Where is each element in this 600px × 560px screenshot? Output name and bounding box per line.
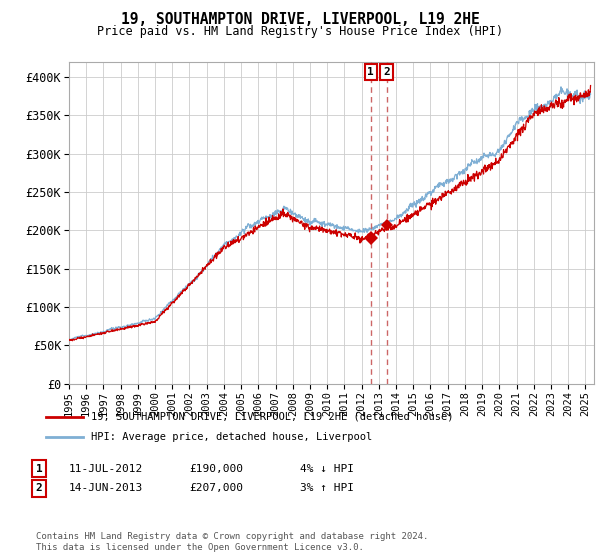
Text: 2: 2 bbox=[383, 67, 390, 77]
Text: Price paid vs. HM Land Registry's House Price Index (HPI): Price paid vs. HM Land Registry's House … bbox=[97, 25, 503, 38]
Text: 1: 1 bbox=[367, 67, 374, 77]
Text: Contains HM Land Registry data © Crown copyright and database right 2024.
This d: Contains HM Land Registry data © Crown c… bbox=[36, 532, 428, 552]
Text: 11-JUL-2012: 11-JUL-2012 bbox=[69, 464, 143, 474]
Text: 19, SOUTHAMPTON DRIVE, LIVERPOOL, L19 2HE (detached house): 19, SOUTHAMPTON DRIVE, LIVERPOOL, L19 2H… bbox=[91, 412, 454, 422]
Text: £190,000: £190,000 bbox=[189, 464, 243, 474]
Text: 19, SOUTHAMPTON DRIVE, LIVERPOOL, L19 2HE: 19, SOUTHAMPTON DRIVE, LIVERPOOL, L19 2H… bbox=[121, 12, 479, 27]
Text: 3% ↑ HPI: 3% ↑ HPI bbox=[300, 483, 354, 493]
Text: 1: 1 bbox=[35, 464, 43, 474]
Text: 4% ↓ HPI: 4% ↓ HPI bbox=[300, 464, 354, 474]
Text: HPI: Average price, detached house, Liverpool: HPI: Average price, detached house, Live… bbox=[91, 432, 372, 442]
Text: £207,000: £207,000 bbox=[189, 483, 243, 493]
Text: 2: 2 bbox=[35, 483, 43, 493]
Text: 14-JUN-2013: 14-JUN-2013 bbox=[69, 483, 143, 493]
